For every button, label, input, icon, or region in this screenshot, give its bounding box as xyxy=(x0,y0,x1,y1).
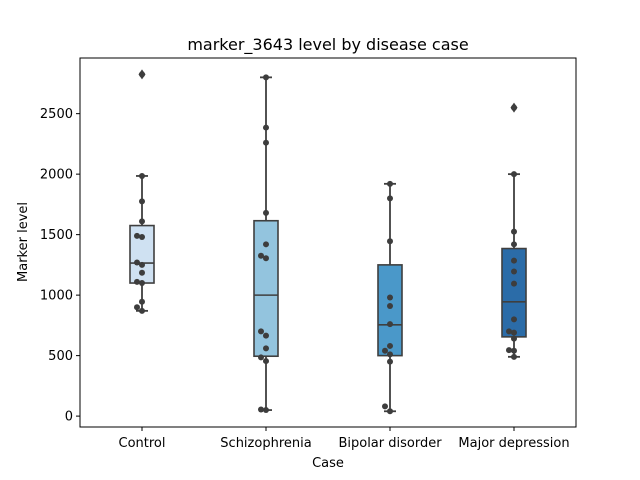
data-point xyxy=(263,241,269,248)
data-point xyxy=(511,280,517,287)
data-point xyxy=(382,347,388,354)
data-point xyxy=(258,406,264,413)
data-point xyxy=(511,347,517,354)
data-point xyxy=(382,403,388,410)
data-point xyxy=(263,332,269,339)
data-point xyxy=(258,252,264,259)
data-point xyxy=(506,347,512,354)
data-point xyxy=(387,294,393,301)
data-point xyxy=(511,241,517,248)
data-point xyxy=(139,307,145,314)
data-point xyxy=(139,280,145,287)
box xyxy=(377,264,403,357)
data-point xyxy=(387,351,393,358)
plot-area xyxy=(129,69,527,415)
x-tick-label: Schizophrenia xyxy=(220,436,311,451)
y-tick-label: 2000 xyxy=(40,168,73,183)
x-tick-label: Control xyxy=(119,436,166,451)
x-tick-label: Major depression xyxy=(458,436,569,451)
chart-title: marker_3643 level by disease case xyxy=(187,35,468,55)
data-point xyxy=(139,298,145,305)
y-axis-label: Marker level xyxy=(16,202,31,282)
x-axis-label: Case xyxy=(312,456,344,471)
x-axis: Control Schizophrenia Bipolar disorder Majo… xyxy=(119,427,570,451)
axes-frame xyxy=(79,57,577,428)
data-point xyxy=(139,269,145,276)
data-point xyxy=(511,228,517,235)
data-point xyxy=(511,316,517,323)
y-tick-label: 2500 xyxy=(40,107,73,122)
y-tick-label: 1000 xyxy=(40,289,73,304)
data-point xyxy=(387,180,393,187)
data-point xyxy=(511,257,517,264)
data-point xyxy=(139,71,145,78)
data-point xyxy=(511,329,517,336)
data-point xyxy=(511,335,517,342)
y-tick-label: 0 xyxy=(65,410,73,425)
data-point xyxy=(387,321,393,328)
data-point xyxy=(387,408,393,415)
swarm-points xyxy=(382,180,393,415)
data-point xyxy=(258,354,264,361)
data-point xyxy=(511,104,517,111)
data-point xyxy=(387,358,393,365)
data-point xyxy=(139,198,145,205)
data-point xyxy=(511,353,517,360)
data-point xyxy=(263,407,269,414)
data-point xyxy=(511,268,517,275)
data-point xyxy=(263,345,269,352)
swarm-points xyxy=(258,74,269,414)
data-point xyxy=(263,74,269,81)
data-point xyxy=(263,358,269,365)
data-point xyxy=(387,238,393,245)
data-point xyxy=(139,218,145,225)
x-tick-label: Bipolar disorder xyxy=(338,436,442,451)
data-point xyxy=(263,139,269,146)
data-point xyxy=(139,172,145,179)
y-tick-label: 1500 xyxy=(40,228,73,243)
data-point xyxy=(139,234,145,241)
data-point xyxy=(263,209,269,216)
swarm-points xyxy=(506,104,517,360)
data-point xyxy=(387,342,393,349)
data-point xyxy=(139,261,145,268)
data-point xyxy=(387,303,393,310)
data-point xyxy=(134,232,140,239)
data-point xyxy=(134,259,140,266)
data-point xyxy=(387,195,393,202)
data-point xyxy=(263,124,269,131)
data-point xyxy=(258,328,264,335)
data-point xyxy=(263,255,269,262)
data-point xyxy=(506,328,512,335)
swarm-points xyxy=(134,71,145,314)
data-point xyxy=(134,278,140,285)
y-tick-label: 500 xyxy=(48,349,73,364)
data-point xyxy=(134,304,140,311)
y-axis: 0 500 1000 1500 2000 2500 xyxy=(40,107,80,425)
data-point xyxy=(511,171,517,178)
